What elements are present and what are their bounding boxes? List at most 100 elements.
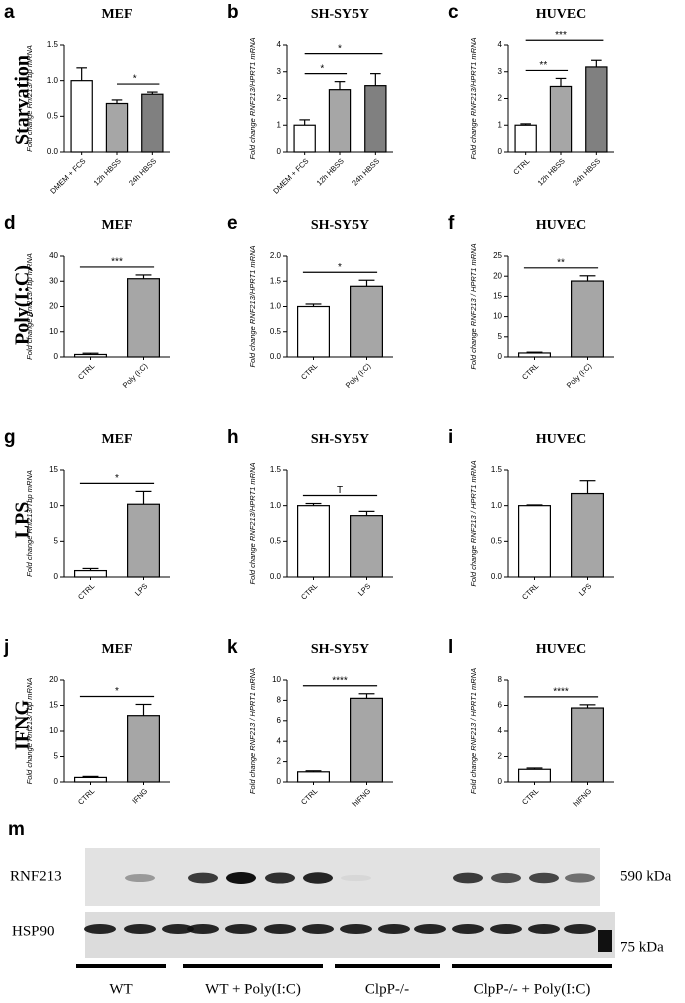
group-label: ClpP-/- [365,981,409,997]
chart-title: HUVEC [536,7,587,22]
y-tick-label: 6 [498,701,503,710]
y-tick-label: 15 [49,465,58,474]
band [84,924,116,934]
y-tick-label: 25 [493,251,502,260]
band [341,874,371,882]
chart-title: HUVEC [536,218,587,233]
chart-title: SH-SY5Y [311,218,369,233]
bar [514,124,537,153]
y-axis-label: Fold change Rnf213/Tbp mRNA [25,678,34,785]
marker-label: 590 kDa [620,868,672,884]
y-axis-label: Fold change RNF213 / HPRT1 mRNA [469,460,478,586]
row-label: IFNG [12,700,34,750]
x-tick-label: CTRL [299,581,319,601]
y-tick-label: 0.5 [270,536,282,545]
band [225,924,257,934]
panel-letter: a [4,2,15,23]
chart-panel: k SH-SY5Y Fold change RNF213 / HPRT1 mRNA 0… [227,637,393,808]
western-blot: m RNF213 HSP90 590 kDa 75 kDa WT WT + Po… [8,819,672,997]
y-tick-label: 8 [498,675,503,684]
band [125,873,155,883]
significance-label: ** [557,257,565,268]
blot-row-label: HSP90 [12,923,55,939]
panel-letter: c [448,2,459,23]
y-axis-label: Fold change RNF213 / HPRT1 mRNA [469,243,478,369]
x-tick-label: 24h HBSS [571,156,602,187]
y-axis-label: Fold change Rnf213/Tbp mRNA [25,253,34,360]
bar [517,505,551,578]
band [378,924,410,934]
group-line [452,964,612,968]
y-tick-label: 6 [277,716,282,725]
y-tick-label: 15 [49,701,58,710]
x-tick-label: LPS [356,581,372,597]
y-tick-label: 0.0 [270,352,282,361]
x-tick-label: Poly (I:C) [344,361,373,390]
y-tick-label: 20 [49,302,58,311]
bar [585,66,608,153]
y-axis-label: Fold change RNF213 / HPRT1 mRNA [469,668,478,794]
y-tick-label: 10 [49,501,58,510]
y-tick-label: 10 [493,312,502,321]
band [491,872,521,884]
y-tick-label: 1 [498,120,503,129]
bar [297,505,331,578]
bar [70,80,93,153]
y-tick-label: 8 [277,696,282,705]
y-tick-label: 4 [277,40,282,49]
y-tick-label: 3 [277,67,282,76]
y-tick-label: 0.0 [47,147,59,156]
band [529,872,559,884]
band [302,924,334,934]
y-axis-label: Fold change RNF213/HPRT1 mRNA [469,38,478,160]
y-tick-label: 1.5 [491,465,503,474]
y-tick-label: 0.5 [270,327,282,336]
band [303,872,333,884]
chart-panel: a MEF Fold change Rnf213/Tbp mRNA 0.0 0.5 1.0… [4,2,170,196]
chart-title: HUVEC [536,642,587,657]
y-tick-label: 0 [277,147,282,156]
band [564,924,596,934]
bar [517,768,551,783]
group-label: WT [109,981,132,997]
x-tick-label: Poly (I:C) [121,361,150,390]
y-tick-label: 1.5 [47,40,59,49]
band [124,924,156,934]
chart-panel: j MEF Fold change Rnf213/Tbp mRNA 0 5 10 15 20 C… [3,637,170,807]
chart-panel: c HUVEC Fold change RNF213/HPRT1 mRNA 0 1 2 3 4… [448,2,614,188]
bar [73,353,107,358]
significance-label: * [133,74,137,85]
x-tick-label: CTRL [520,581,540,601]
bar [297,771,331,783]
bar [293,124,316,153]
y-tick-label: 15 [493,292,502,301]
x-tick-label: hIFNG [571,786,593,808]
bar [570,707,604,783]
x-tick-label: 12h HBSS [92,156,123,187]
band [452,924,484,934]
x-tick-label: CTRL [520,361,540,381]
y-tick-label: 0.0 [491,572,503,581]
row-label: LPS [12,502,34,539]
x-tick-label: IFNG [130,786,149,805]
panel-letter: d [4,213,16,234]
y-tick-label: 0 [498,352,503,361]
x-tick-label: LPS [133,581,149,597]
band [226,872,256,884]
band [264,924,296,934]
bar [297,305,331,358]
y-tick-label: 2 [498,752,503,761]
x-tick-label: CTRL [299,361,319,381]
y-tick-label: 1.5 [270,276,282,285]
bar [517,352,551,358]
band [490,924,522,934]
x-tick-label: 24h HBSS [350,156,381,187]
chart-title: MEF [101,642,132,657]
significance-label: T [337,485,343,496]
x-tick-label: 24h HBSS [127,156,158,187]
y-tick-label: 0 [54,352,59,361]
panel-letter: h [227,427,239,448]
chart-title: SH-SY5Y [311,642,369,657]
bar [73,776,107,783]
band [265,872,295,884]
